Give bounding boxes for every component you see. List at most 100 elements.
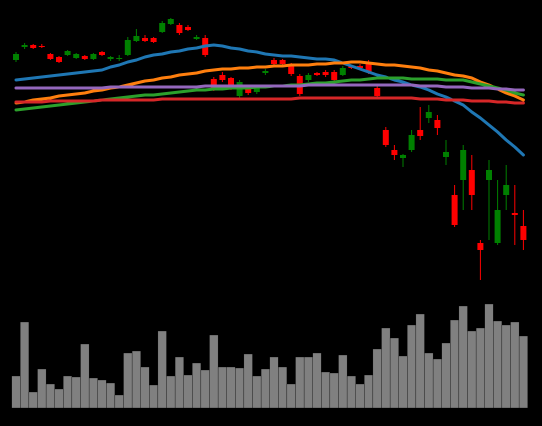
candle-body (494, 210, 501, 243)
volume-bar (338, 354, 348, 409)
candle-body (219, 75, 226, 80)
volume-bar (260, 368, 270, 409)
candle-body (90, 54, 97, 59)
volume-bar (295, 356, 305, 409)
candle-body (21, 45, 28, 47)
moving-average-line (14, 43, 525, 157)
candle-body (210, 79, 217, 88)
volume-bar (398, 355, 408, 409)
candle-body (253, 88, 260, 92)
volume-bar (458, 305, 468, 409)
volume-bar (269, 356, 279, 409)
candle-body (443, 152, 449, 157)
volume-bar (493, 320, 503, 409)
volume-bar (278, 366, 288, 409)
volume-bar (54, 388, 64, 409)
candle-body (434, 120, 441, 128)
volume-bar (209, 334, 219, 409)
candle-body (331, 72, 338, 80)
volume-bar (226, 366, 236, 409)
volume-bar (28, 391, 38, 409)
candle-body (47, 54, 54, 59)
candle-body (159, 23, 166, 32)
volume-bar (200, 369, 210, 409)
candle-body (503, 185, 510, 195)
candle-body (30, 45, 37, 48)
volume-bar (501, 324, 511, 409)
volume-bar (475, 327, 485, 409)
volume-bar (518, 335, 528, 409)
candle-body (400, 155, 406, 158)
candle-body (520, 226, 527, 240)
volume-bar (140, 366, 150, 409)
candle-body (486, 170, 492, 180)
volume-bar (106, 382, 116, 409)
candle-body (305, 75, 312, 80)
volume-bar (217, 366, 227, 409)
volume-bar (157, 330, 167, 409)
candle-body (511, 213, 518, 215)
volume-bar (432, 358, 442, 409)
candle-body (73, 54, 80, 58)
volume-bar (166, 375, 176, 409)
candle-body (13, 54, 19, 60)
volume-bar (364, 374, 374, 409)
candle-body (64, 51, 71, 55)
candle-body (279, 60, 286, 64)
candle-body (133, 36, 140, 41)
candle-body (322, 72, 329, 75)
moving-average-line (14, 60, 525, 105)
volume-bar (441, 342, 451, 409)
volume-bar (45, 383, 55, 409)
candle-body (460, 150, 467, 180)
volume-bar (467, 330, 477, 409)
candle-body (357, 66, 363, 68)
candle-body (142, 38, 148, 41)
volume-bar (510, 321, 520, 409)
volume-bar (252, 375, 262, 409)
candle-body (425, 112, 432, 118)
candle-body (176, 25, 183, 33)
candle-body (185, 27, 191, 30)
volume-bar (484, 303, 494, 409)
volume-bar (381, 327, 391, 409)
candle-body (124, 40, 131, 55)
volume-bar (243, 353, 253, 409)
candle-body (228, 78, 234, 88)
volume-bar (97, 379, 107, 409)
candle-body (408, 135, 415, 150)
volume-bar (192, 362, 202, 409)
volume-bar (11, 375, 21, 409)
volume-bar (183, 374, 193, 409)
volume-bar (321, 371, 331, 409)
candle-body (81, 56, 88, 59)
candle-body (99, 52, 105, 55)
volume-bar (303, 356, 313, 409)
candle-body (193, 37, 200, 39)
volume-bar (407, 324, 417, 409)
candle-body (451, 195, 458, 225)
candle-body (365, 62, 372, 72)
volume-bar (424, 352, 434, 409)
candle-body (167, 19, 174, 24)
candle-body (56, 57, 62, 62)
candle-body (245, 88, 252, 93)
volume-bar (20, 321, 30, 409)
candle-body (262, 71, 269, 73)
candle-body (339, 68, 346, 75)
candle-body (288, 65, 295, 74)
volume-bar (88, 377, 98, 409)
candle-body (38, 46, 45, 47)
volume-bar (149, 384, 159, 409)
volume-bar (346, 375, 356, 409)
volume-bar (235, 367, 245, 409)
candle-body (116, 58, 123, 59)
volume-bar (63, 375, 73, 409)
candle-body (271, 60, 277, 64)
candle-body (107, 57, 114, 59)
candle-body (382, 130, 389, 145)
candle-body (374, 88, 381, 96)
volume-bar (450, 319, 460, 409)
